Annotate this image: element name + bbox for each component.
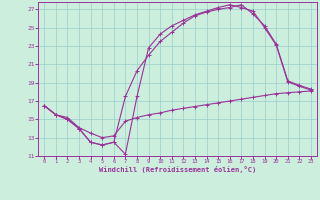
- X-axis label: Windchill (Refroidissement éolien,°C): Windchill (Refroidissement éolien,°C): [99, 166, 256, 173]
